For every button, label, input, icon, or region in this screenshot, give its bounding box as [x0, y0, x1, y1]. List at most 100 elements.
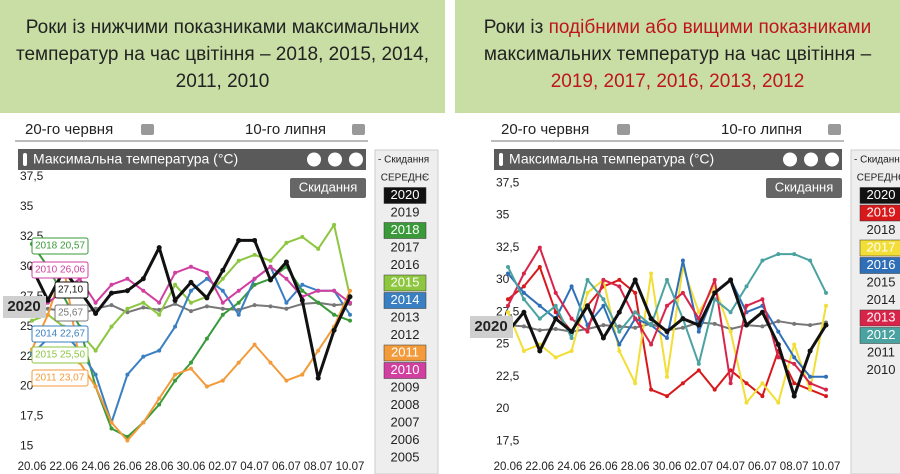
calendar-icon[interactable] [141, 124, 154, 135]
legend-entry[interactable]: 2005 [391, 449, 420, 464]
window-button[interactable] [804, 152, 818, 167]
date-to[interactable]: 10-го липня [721, 121, 802, 138]
series-point [633, 316, 638, 321]
legend-reset[interactable]: - Скидання [854, 155, 900, 166]
series-point [712, 297, 717, 302]
series-point [173, 270, 178, 275]
thermometer-icon [499, 153, 503, 166]
legend-entry[interactable]: 2007 [391, 414, 420, 429]
reset-button-label[interactable]: Скидання [775, 179, 834, 194]
legend-entry[interactable]: 2015 [867, 274, 896, 289]
legend-entry[interactable]: 2018 [867, 222, 896, 237]
legend-entry[interactable]: 2013 [391, 309, 420, 324]
legend-entry[interactable]: 2019 [867, 204, 896, 219]
window-button[interactable] [328, 152, 342, 167]
legend-highlight[interactable] [859, 257, 900, 274]
series-point [204, 295, 210, 301]
legend-highlight[interactable] [859, 204, 900, 222]
series-point [585, 303, 590, 309]
x-tick-label: 30.06 [653, 461, 682, 473]
series-point [45, 312, 50, 317]
series-point [236, 300, 241, 305]
y-tick-label: 22,5 [496, 369, 520, 383]
series-point [93, 300, 98, 305]
series-point [348, 312, 352, 317]
legend-highlight[interactable] [383, 362, 427, 379]
date-to[interactable]: 10-го липня [245, 121, 326, 138]
legend-entry[interactable]: СЕРЕДНЄ [381, 173, 429, 184]
window-button[interactable] [307, 152, 321, 167]
reset-button[interactable] [290, 178, 366, 198]
legend-entry[interactable]: 2012 [391, 327, 420, 342]
series-point [696, 368, 701, 373]
legend-entry[interactable]: 2012 [867, 327, 896, 342]
series-point [792, 381, 797, 386]
legend-entry[interactable]: 2011 [867, 344, 895, 359]
series-point [268, 258, 273, 263]
date-from[interactable]: 20-го червня [25, 121, 113, 138]
legend-highlight[interactable] [859, 327, 900, 344]
legend-entry[interactable]: 2017 [867, 239, 896, 254]
legend-entry[interactable]: 2014 [867, 292, 896, 307]
legend-entry[interactable]: 2020 [391, 187, 420, 202]
series-point [220, 378, 225, 383]
legend-highlight[interactable] [859, 239, 900, 257]
series-point [776, 329, 781, 334]
reset-button[interactable] [766, 178, 842, 198]
heading-text: Роки із нижчими показниками максимальних… [15, 17, 430, 92]
series-point [680, 290, 685, 295]
legend-entry[interactable]: 2016 [391, 257, 420, 272]
legend-reset[interactable]: - Скидання [378, 155, 429, 166]
calendar-icon[interactable] [617, 124, 630, 135]
series-point [506, 297, 510, 302]
series-point [712, 387, 717, 392]
series-point [220, 306, 225, 311]
series-point [284, 276, 289, 281]
series-point [521, 297, 526, 302]
legend-entry[interactable]: 2009 [391, 379, 420, 394]
calendar-icon[interactable] [828, 124, 841, 135]
series-point [601, 297, 606, 302]
legend-entry[interactable]: 2015 [391, 274, 420, 289]
legend-entry[interactable]: 2019 [391, 204, 420, 219]
date-from[interactable]: 20-го червня [501, 121, 589, 138]
legend-entry[interactable]: 2017 [391, 239, 420, 254]
legend-entry[interactable]: 2008 [391, 397, 420, 412]
legend-highlight[interactable] [383, 292, 427, 309]
annotation-box [31, 325, 89, 343]
series-point [109, 290, 114, 296]
annotation-box [54, 281, 89, 299]
series-point [252, 252, 257, 257]
legend-entry[interactable]: СЕРЕДНЄ [857, 173, 900, 184]
legend-entry[interactable]: 2006 [391, 432, 420, 447]
legend-entry[interactable]: 2018 [391, 222, 420, 237]
legend-highlight[interactable] [383, 274, 427, 292]
legend-entry[interactable]: 2010 [867, 362, 896, 377]
x-tick-label: 30.06 [177, 461, 206, 473]
legend-entry[interactable]: 2013 [867, 309, 896, 324]
series-point [680, 316, 686, 322]
x-tick-label: 10.07 [812, 461, 841, 473]
series-point [125, 306, 130, 311]
window-button[interactable] [349, 152, 363, 167]
calendar-icon[interactable] [352, 124, 365, 135]
legend-entry[interactable]: 2016 [867, 257, 896, 272]
reset-button-label[interactable]: Скидання [299, 179, 358, 194]
legend-entry[interactable]: 2014 [391, 292, 420, 307]
legend-entry[interactable]: 2010 [391, 362, 420, 377]
series-point [252, 282, 257, 287]
legend-entry[interactable]: 2020 [867, 187, 896, 202]
window-button[interactable] [825, 152, 839, 167]
series-point [268, 277, 273, 283]
series-point [521, 271, 526, 276]
window-button[interactable] [783, 152, 797, 167]
legend-highlight[interactable] [859, 309, 900, 327]
series-point [236, 288, 241, 293]
legend-highlight[interactable] [383, 222, 427, 239]
series-point [521, 290, 526, 295]
legend-entry[interactable]: 2011 [391, 344, 419, 359]
legend-highlight[interactable] [859, 187, 900, 204]
legend-highlight[interactable] [383, 187, 427, 204]
legend-highlight[interactable] [383, 344, 427, 362]
annotation-text: 2011 23,07 [35, 373, 85, 384]
